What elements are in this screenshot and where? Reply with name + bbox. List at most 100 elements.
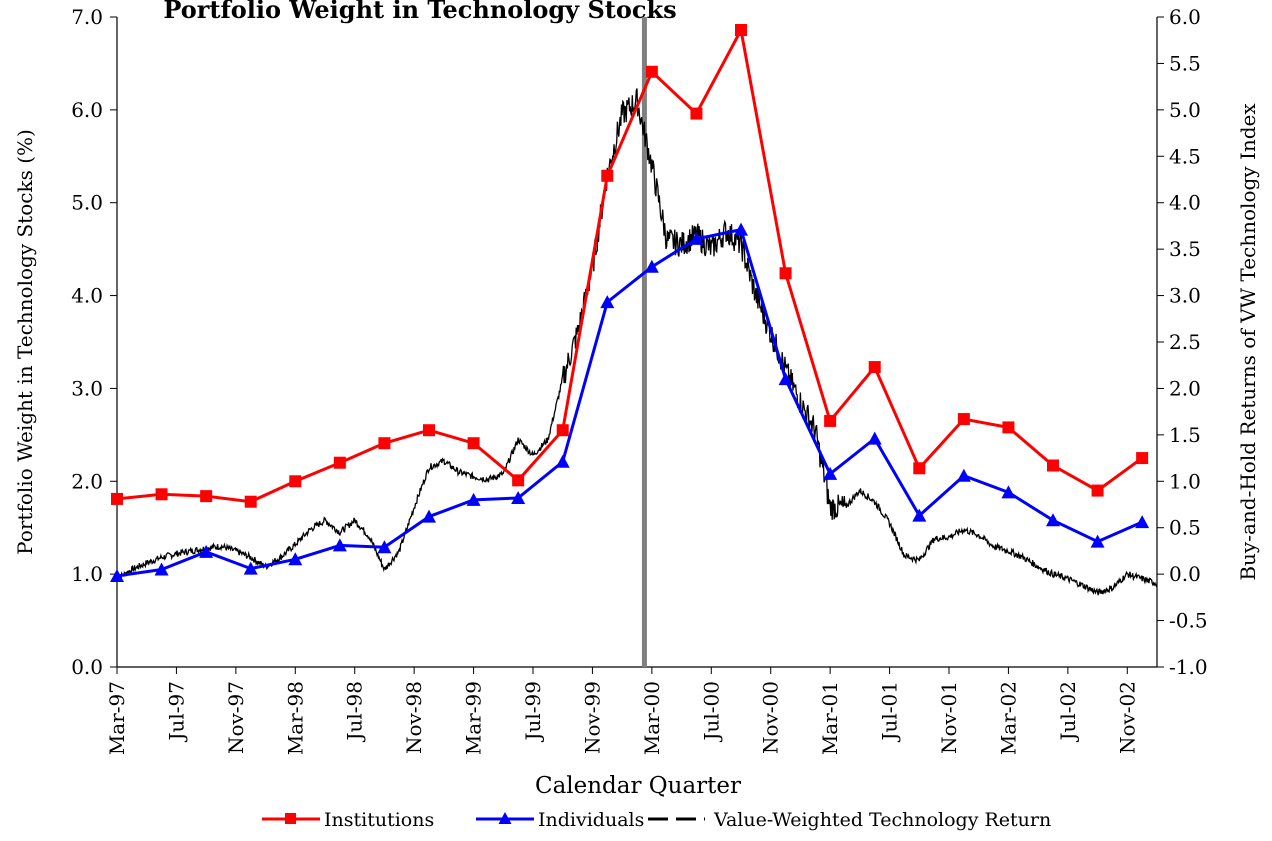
data-point-individuals — [422, 509, 436, 523]
chart-title: Portfolio Weight in Technology Stocks — [163, 0, 676, 24]
data-point-institutions — [1091, 484, 1104, 497]
y-tick-label-right: 0.5 — [1169, 516, 1201, 540]
y-tick-label-left: 2.0 — [71, 469, 103, 493]
data-point-individuals — [644, 259, 659, 273]
x-tick-label: Jul-98 — [343, 681, 367, 743]
y-tick-label-right: 4.5 — [1169, 144, 1201, 168]
data-point-individuals — [377, 540, 392, 554]
data-point-individuals — [689, 231, 704, 245]
data-point-individuals — [154, 562, 169, 576]
x-tick-label: Nov-99 — [580, 681, 604, 754]
series-line-individuals — [116, 227, 1143, 578]
data-point-institutions — [155, 488, 168, 501]
y-tick-label-right: 5.5 — [1169, 51, 1201, 75]
legend: Institutions Individuals Value-Weighted … — [262, 809, 1051, 831]
legend-label-individuals: Individuals — [538, 809, 644, 831]
data-point-individuals — [867, 431, 882, 445]
y-tick-label-left: 0.0 — [71, 655, 103, 679]
legend-marker-individuals — [498, 812, 512, 824]
data-point-institutions — [200, 490, 213, 503]
data-point-institutions — [289, 475, 302, 488]
y-tick-label-left: 3.0 — [71, 376, 103, 400]
data-point-institutions — [1136, 452, 1149, 465]
y-tick-label-right: 0.0 — [1169, 562, 1201, 586]
x-tick-label: Jul-99 — [521, 681, 545, 743]
data-point-institutions — [824, 414, 837, 427]
data-point-institutions — [1002, 421, 1015, 434]
x-tick-label: Nov-00 — [759, 681, 783, 754]
legend-item-tech-return: Value-Weighted Technology Return — [648, 809, 1051, 831]
y-tick-label-left: 1.0 — [71, 562, 103, 586]
x-tick-label: Jul-00 — [699, 681, 723, 743]
y-tick-label-right: 5.0 — [1169, 98, 1201, 122]
legend-item-institutions: Institutions — [262, 809, 434, 831]
y-tick-label-right: 3.0 — [1169, 284, 1201, 308]
data-point-institutions — [244, 495, 257, 508]
data-point-individuals — [823, 466, 838, 480]
y-axis-right-title: Buy-and-Hold Returns of VW Technology In… — [1236, 103, 1260, 581]
legend-marker-institutions — [285, 813, 296, 824]
y-tick-label-right: 2.5 — [1169, 330, 1201, 354]
x-tick-label: Mar-99 — [462, 681, 486, 755]
y-tick-label-left: 5.0 — [71, 191, 103, 215]
x-tick-label: Mar-00 — [640, 681, 664, 755]
data-point-individuals — [956, 468, 971, 482]
data-point-institutions — [1047, 459, 1059, 472]
data-point-individuals — [466, 492, 481, 506]
data-point-individuals — [778, 372, 793, 386]
x-tick-label: Mar-01 — [818, 681, 842, 755]
x-tick-label: Nov-01 — [937, 681, 961, 754]
y-axis-left-title: Portfolio Weight in Technology Stocks (%… — [13, 129, 37, 555]
y-tick-label-right: 1.5 — [1169, 423, 1201, 447]
x-tick-label: Mar-98 — [283, 681, 307, 755]
data-point-institutions — [735, 24, 747, 36]
data-point-individuals — [199, 544, 214, 558]
data-point-institutions — [467, 437, 480, 450]
data-point-institutions — [868, 361, 881, 374]
y-tick-label-right: 6.0 — [1169, 5, 1201, 29]
x-tick-label: Jul-01 — [878, 681, 902, 743]
data-point-individuals — [600, 295, 615, 309]
data-point-institutions — [913, 462, 926, 475]
data-point-institutions — [779, 267, 792, 280]
legend-label-tech-return: Value-Weighted Technology Return — [713, 809, 1051, 831]
data-point-individuals — [511, 491, 526, 504]
data-point-individuals — [243, 561, 258, 575]
y-tick-label-right: 2.0 — [1169, 376, 1201, 400]
y-tick-label-left: 4.0 — [71, 284, 103, 308]
x-tick-label: Nov-97 — [224, 681, 248, 754]
x-tick-label: Nov-98 — [402, 681, 426, 754]
x-axis-title: Calendar Quarter — [535, 773, 741, 799]
data-point-institutions — [378, 437, 391, 450]
data-point-institutions — [556, 424, 569, 437]
y-tick-label-right: -0.5 — [1169, 609, 1208, 633]
data-point-institutions — [111, 492, 123, 505]
data-point-individuals — [1090, 534, 1105, 548]
data-point-individuals — [1046, 513, 1060, 527]
data-point-institutions — [333, 456, 346, 469]
series-line-tech-return — [116, 88, 1158, 596]
legend-item-individuals: Individuals — [476, 809, 644, 831]
data-point-institutions — [645, 65, 658, 78]
legend-label-institutions: Institutions — [324, 809, 434, 831]
data-point-individuals — [555, 454, 570, 468]
y-tick-label-right: -1.0 — [1169, 655, 1208, 679]
x-tick-label: Mar-97 — [105, 681, 129, 755]
data-point-individuals — [912, 508, 927, 522]
y-tick-label-right: 4.0 — [1169, 191, 1201, 215]
data-point-individuals — [1135, 515, 1150, 529]
data-point-individuals — [332, 538, 347, 552]
x-tick-label: Jul-97 — [164, 681, 188, 743]
x-tick-label: Mar-02 — [996, 681, 1020, 755]
data-point-institutions — [512, 474, 525, 487]
y-tick-label-left: 7.0 — [71, 5, 103, 29]
y-tick-label-right: 1.0 — [1169, 469, 1201, 493]
data-point-individuals — [288, 552, 303, 566]
data-point-institutions — [601, 169, 614, 182]
data-point-individuals — [1001, 485, 1016, 499]
axes: 0.0 1.0 2.0 3.0 4.0 5.0 6.0 7.0 -1.0 -0.5 0.0 0.5 1.… — [71, 5, 1207, 755]
y-tick-label-left: 6.0 — [71, 98, 103, 122]
x-tick-label: Nov-02 — [1115, 681, 1139, 754]
